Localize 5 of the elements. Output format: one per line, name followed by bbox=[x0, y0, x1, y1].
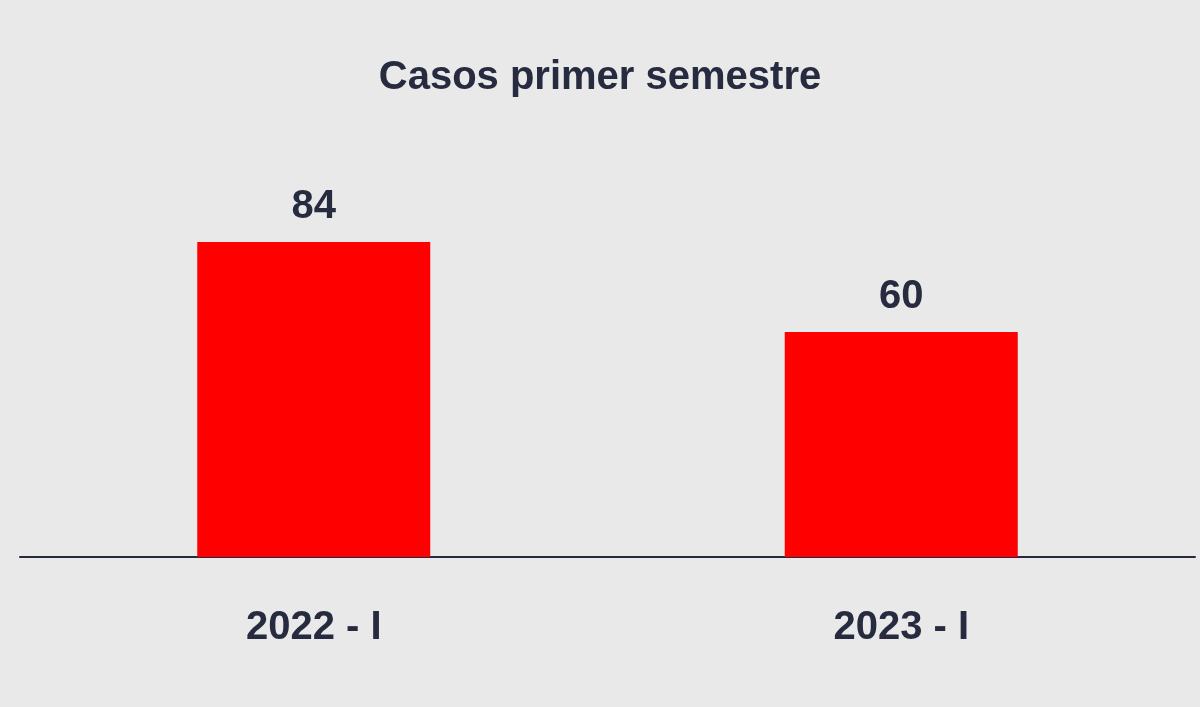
data-label: 84 bbox=[291, 182, 337, 226]
chart-title: Casos primer semestre bbox=[378, 53, 822, 97]
x-tick-label: 2023 - I bbox=[833, 603, 970, 647]
data-label: 60 bbox=[879, 272, 924, 316]
x-tick-label: 2022 - I bbox=[245, 603, 382, 647]
